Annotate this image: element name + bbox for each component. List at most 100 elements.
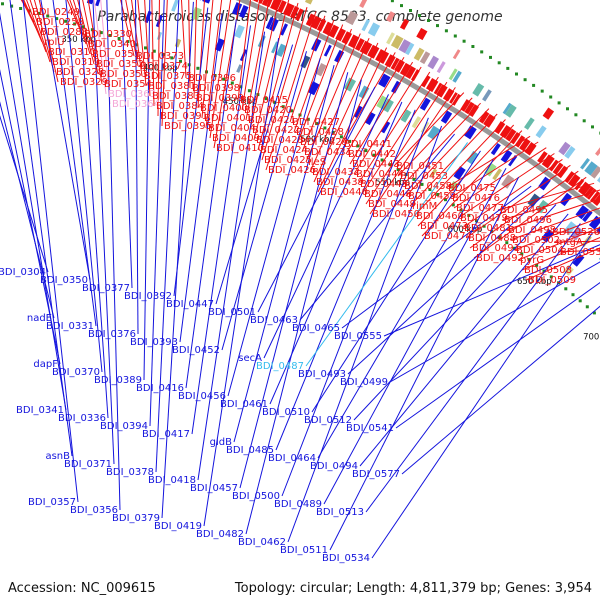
gc-skew-dot <box>315 122 319 126</box>
upper-gene-label-leader-line <box>521 236 600 271</box>
forward-strand-gene <box>386 11 396 23</box>
lower-gene-label: BDI_0555 <box>334 331 382 342</box>
reverse-strand-gene <box>380 121 391 134</box>
upper-gene-label-leader-line <box>66 0 83 35</box>
feature-color-block <box>492 168 503 181</box>
upper-gene-label-leader-line <box>449 141 539 199</box>
forward-strand-gene <box>310 15 322 30</box>
forward-strand-gene <box>519 138 531 152</box>
forward-strand-gene <box>328 24 340 38</box>
upper-gene-label-leader-line <box>365 81 448 205</box>
upper-gene-label-leader-line <box>413 119 506 217</box>
upper-gene-label-leader-line <box>525 247 600 281</box>
upper-gene-label: BDI_0423 <box>256 135 304 146</box>
upper-gene-label: BDI_0451 <box>396 161 444 172</box>
upper-gene-label-leader-line <box>26 0 47 53</box>
feature-color-block <box>171 0 179 12</box>
upper-gene-label: BDI_0488 <box>468 233 516 244</box>
upper-gene-label: BDI_0498 <box>508 225 556 236</box>
upper-gene-label: BDI_0453 <box>400 171 448 182</box>
upper-gene-label: BDI_0479 <box>460 213 508 224</box>
upper-gene-label-leader-line <box>193 0 197 99</box>
gc-skew-dot <box>482 224 486 228</box>
gc-skew-dot <box>19 7 23 10</box>
scale-tick-label: 500 kbp <box>300 135 335 145</box>
lower-gene-label-leader-line <box>221 51 307 351</box>
gc-skew-dot <box>380 158 384 162</box>
gc-skew-dot <box>222 77 226 81</box>
forward-strand-gene <box>379 51 390 65</box>
gc-skew-dot <box>10 4 14 8</box>
upper-gene-label: BDI_0495 <box>500 205 548 216</box>
upper-gene-label: BDI_0425 <box>264 155 312 166</box>
feature-color-block <box>386 32 395 45</box>
upper-gene-label-leader-line <box>77 0 95 65</box>
upper-gene-label-leader-line <box>409 113 498 207</box>
upper-gene-label: BDI_0329 <box>60 77 108 88</box>
lower-gene-label: gidB <box>210 437 232 448</box>
lower-gene-label-leader-line <box>389 261 600 383</box>
lower-gene-label-leader-line <box>65 0 103 373</box>
lower-gene-label: BDI_0379 <box>112 513 160 524</box>
upper-gene-label-leader-line <box>100 0 111 105</box>
gc-skew-dot <box>239 85 243 89</box>
upper-gene-label-leader-line <box>93 0 107 95</box>
gc-skew-dot <box>471 45 475 48</box>
gc-skew-dot <box>290 109 294 113</box>
feature-color-block <box>563 265 574 276</box>
upper-gene-label: BDI_0409 <box>212 133 260 144</box>
feature-color-block <box>590 166 600 179</box>
feature-color-block <box>405 42 415 56</box>
forward-strand-gene <box>537 151 548 164</box>
gc-skew-dot <box>196 66 200 70</box>
lower-gene-label: BDI_0489 <box>274 499 322 510</box>
lower-gene-label-leader-line <box>317 159 494 459</box>
upper-gene-label: BDI_0375 <box>144 71 192 82</box>
upper-gene-label: BDI_0504 <box>516 245 564 256</box>
scale-tick-label: 600 kbp <box>448 225 483 235</box>
gc-skew-dot <box>549 275 553 279</box>
lower-gene-label-leader-line <box>179 13 223 343</box>
feature-color-block <box>535 125 547 139</box>
gc-skew-dot <box>497 61 501 65</box>
upper-gene-label: BDI_0340 <box>88 39 136 50</box>
gc-skew-dot <box>117 37 121 40</box>
lower-gene-label-leader-line <box>135 0 139 335</box>
upper-gene-label: BDI_0508 <box>524 265 572 276</box>
upper-gene-label: BDI_0442 <box>348 149 396 160</box>
reverse-strand-gene <box>265 16 274 30</box>
forward-strand-gene <box>449 92 458 104</box>
upper-gene-label: BDI_0450 <box>372 209 420 220</box>
upper-gene-label-leader-line <box>151 0 155 107</box>
gc-skew-dot <box>108 34 112 37</box>
upper-gene-label-leader-line <box>553 240 600 243</box>
gc-skew-dot <box>99 31 103 35</box>
forward-strand-gene <box>416 27 428 41</box>
lower-gene-label: BDI_0356 <box>70 505 118 516</box>
upper-gene-label: BDI_0381 <box>148 81 196 92</box>
lower-gene-label: BDI_0377 <box>82 283 130 294</box>
lower-gene-label-leader-line <box>155 0 180 473</box>
scale-tick-label: 700 kbp <box>583 333 600 343</box>
upper-gene-label: BDI_0491 <box>472 243 520 254</box>
gc-skew-dot <box>515 72 518 76</box>
upper-gene-label: BDI_0426 <box>268 165 316 176</box>
gc-skew-dot <box>557 101 561 105</box>
gc-skew-dot <box>409 9 412 12</box>
lower-gene-label: BDI_0456 <box>178 391 226 402</box>
lower-gene-label: BDI_0417 <box>142 429 190 440</box>
lower-gene-label: BDI_0452 <box>172 345 220 356</box>
upper-gene-label-leader-line <box>469 170 579 249</box>
lower-gene-label-leader-line <box>281 117 429 497</box>
accession-text: Accession: NC_009615 <box>8 581 156 596</box>
gc-skew-dot <box>574 113 578 117</box>
upper-gene-label-leader-line <box>180 0 187 79</box>
lower-gene-label: BDI_0494 <box>310 461 358 472</box>
lower-gene-label: BDI_0493 <box>298 369 346 380</box>
upper-gene-label: BDI_0374 <box>140 61 188 72</box>
feature-color-block <box>584 161 598 176</box>
lower-gene-label: BDI_0447 <box>166 299 214 310</box>
forward-strand-gene <box>433 82 443 95</box>
upper-gene-label: BDI_0351 <box>92 49 140 60</box>
upper-gene-label-leader-line <box>38 0 59 83</box>
